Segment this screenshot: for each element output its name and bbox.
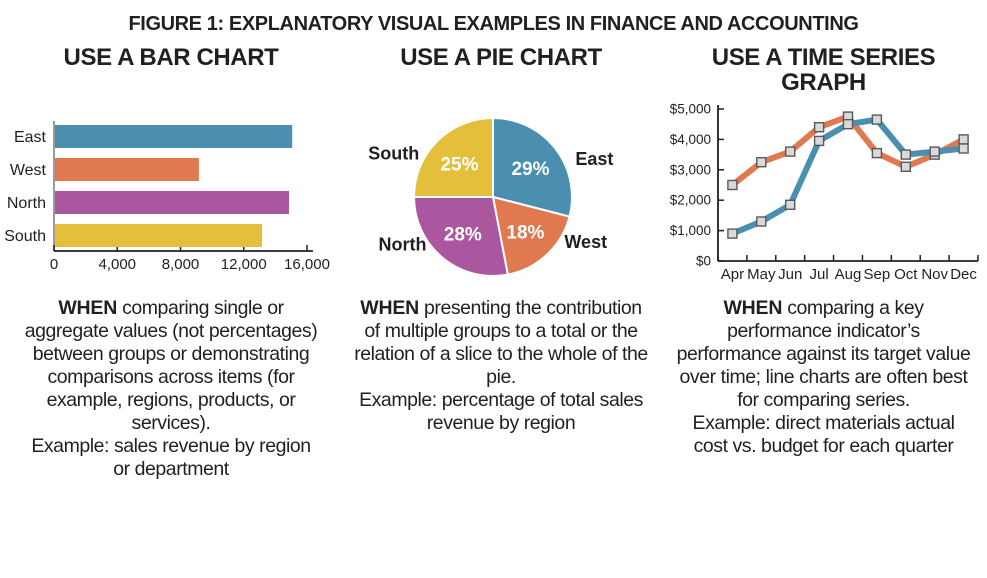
pie-value-label-west: 18% [506,223,544,244]
pie-label-south: South [368,143,419,163]
pie-when-text: WHEN presenting the contribution of mult… [352,297,650,389]
pie-chart-heading: USE A PIE CHART [400,44,602,71]
time-series-example-text: Example: direct materials actual cost vs… [692,412,955,457]
pie-value-label-north: 28% [444,225,482,246]
time-series-heading: USE A TIME SERIES GRAPH [711,44,936,97]
pie-chart: 29% East 18% West 28% North 25% South [368,117,613,277]
line-x-label-dec: Dec [950,266,977,283]
line-y-tick-label: $0 [695,254,710,269]
line-series-blue [728,116,967,237]
line-x-label-nov: Nov [921,266,948,283]
line-x-label-apr: Apr [720,266,743,283]
when-body: comparing single or aggregate values (no… [24,297,318,434]
time-series-column: USE A TIME SERIES GRAPH $0 $1,000 $2,000 $3… [660,45,987,481]
bar-north [55,191,289,214]
line-y-tick-label: $1,000 [669,223,710,238]
bar-chart-area: 0 4,000 8,000 12,000 16,000 East West North Sout… [0,101,342,293]
bar-when-text: WHEN comparing single or aggregate value… [22,297,320,435]
marker-blue-aug [842,119,853,130]
time-series-area: $0 $1,000 $2,000 $3,000 $4,000 $5,000 Apr May Ju… [660,101,987,293]
bar-x-tick-label: 8,000 [162,256,200,273]
line-x-label-jul: Jul [809,266,828,283]
line-x-label-oct: Oct [894,266,918,283]
marker-blue-sep [871,114,882,125]
pie-example-text: Example: percentage of total sales reven… [359,389,643,434]
line-x-label-sep: Sep [863,266,890,283]
line-y-tick-label: $3,000 [669,162,710,177]
bar-category-label-south: South [4,228,46,245]
marker-orange-apr [726,179,738,191]
figure-title: FIGURE 1: EXPLANATORY VISUAL EXAMPLES IN… [128,13,859,35]
marker-orange-dec [957,134,969,145]
bar-category-label-west: West [10,162,47,179]
marker-orange-oct [900,161,911,172]
marker-orange-sep [871,147,882,159]
pie-slice-west [492,196,571,276]
line-y-tick-label: $4,000 [669,132,710,147]
marker-orange-jun [784,146,795,157]
pie-label-west: West [564,232,607,252]
when-label: WHEN [58,297,118,319]
when-label: WHEN [360,297,420,319]
bar-x-tick-label: 12,000 [221,256,267,273]
pie-chart-area: 29% East 18% West 28% North 25% South [342,101,660,293]
when-body: comparing a key performance indicator’s … [676,297,971,411]
bar-category-label-east: East [14,129,47,146]
marker-blue-jul [813,135,824,147]
line-y-tick-label: $5,000 [669,102,710,117]
line-x-label-may: May [747,266,776,283]
marker-orange-jul [813,122,824,133]
pie-chart-column: USE A PIE CHART 29% East 18% West 28% North 25… [342,45,660,481]
bar-west [55,158,199,181]
line-x-label-jun: Jun [778,266,802,283]
pie-value-label-east: 29% [511,159,549,180]
when-label: WHEN [723,297,783,319]
marker-blue-may [755,216,767,227]
bar-chart-column: USE A BAR CHART 0 4,000 8,000 12,000 16,000 E… [0,45,342,481]
pie-label-north: North [379,235,427,255]
bar-x-tick-label: 0 [50,256,58,273]
time-series-when-text: WHEN comparing a key performance indicat… [675,297,973,412]
bar-chart: 0 4,000 8,000 12,000 16,000 East West North Sout… [4,121,330,273]
marker-blue-jun [784,199,795,211]
pie-slice-north [413,196,509,277]
pie-value-label-south: 25% [440,155,478,176]
bar-chart-heading: USE A BAR CHART [63,44,279,71]
bar-x-tick-label: 4,000 [98,256,136,273]
pie-slice-south [413,117,494,198]
bar-category-label-north: North [7,195,46,212]
pie-slice-east [492,117,573,218]
marker-blue-nov [929,146,940,157]
bar-east [55,125,293,148]
marker-blue-apr [726,228,738,239]
when-body: presenting the contribution of multiple … [354,297,648,388]
bar-example-text: Example: sales revenue by region or depa… [31,435,311,480]
line-x-label-aug: Aug [834,266,861,283]
marker-orange-may [755,157,767,168]
marker-blue-oct [900,149,911,160]
columns-container: USE A BAR CHART 0 4,000 8,000 12,000 16,000 E… [0,45,987,481]
marker-blue-dec [957,143,969,154]
pie-label-east: East [575,149,613,169]
line-y-tick-label: $2,000 [669,193,710,208]
bar-south [55,224,263,247]
bar-x-tick-label: 16,000 [284,256,330,273]
